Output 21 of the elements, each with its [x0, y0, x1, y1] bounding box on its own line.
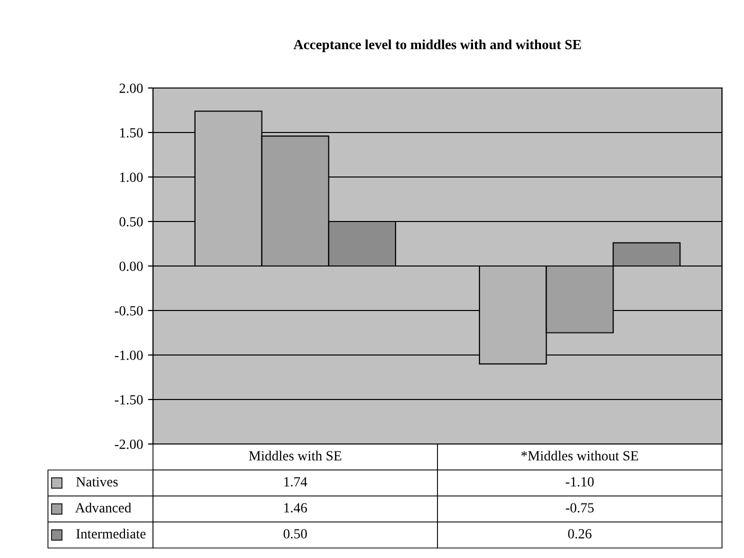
data-label: 0.26 [568, 529, 592, 539]
y-tick-label: -0.50 [114, 306, 143, 316]
data-label: 1.74 [284, 477, 308, 487]
legend-label: Natives [76, 477, 118, 486]
legend-label: Advanced [75, 502, 132, 512]
data-label: -1.10 [566, 477, 594, 487]
y-tick-label: 1.00 [120, 172, 143, 182]
data-label: 0.50 [284, 529, 307, 539]
y-tick-label: 0.00 [120, 262, 143, 272]
legend-label: Intermediate [76, 528, 146, 538]
chart-title: Acceptance level to middles with and without SE [294, 39, 581, 52]
y-tick-label: -1.50 [114, 395, 143, 405]
y-tick-label: 1.50 [120, 128, 143, 138]
y-tick-label: -2.00 [114, 440, 143, 450]
x-tick-label: Middles with SE [248, 450, 342, 460]
data-label: 1.46 [284, 503, 307, 513]
x-tick-label: *Middles without SE [521, 450, 638, 460]
y-tick-label: -1.00 [114, 350, 143, 360]
y-tick-label: 0.50 [120, 217, 143, 227]
y-tick-label: 2.00 [120, 84, 143, 94]
data-label: -0.75 [566, 503, 594, 513]
